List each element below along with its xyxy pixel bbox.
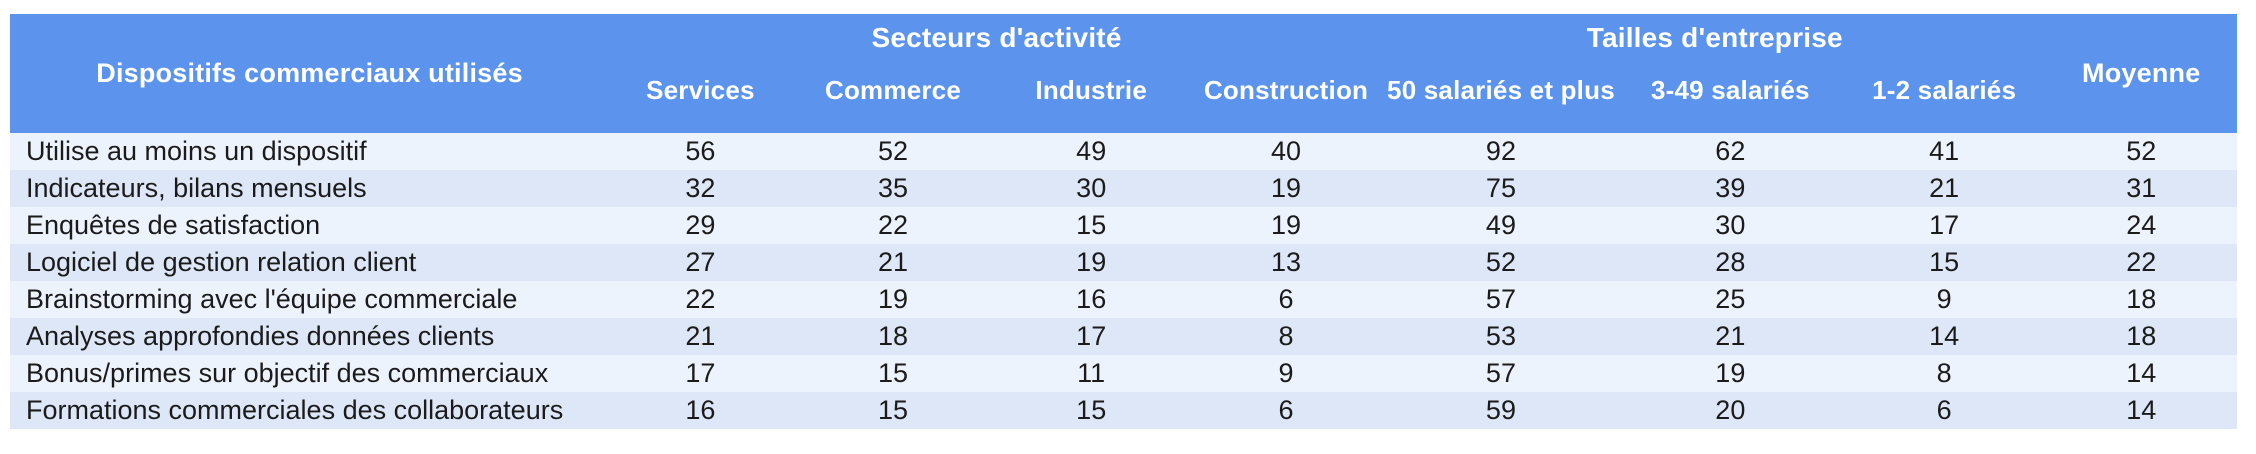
cell-value: 14 xyxy=(2045,355,2237,392)
cell-value: 19 xyxy=(791,281,995,318)
cell-value: 27 xyxy=(609,244,792,281)
cell-value: 57 xyxy=(1384,355,1618,392)
column-header-moyenne: Moyenne xyxy=(2045,14,2237,133)
cell-value: 18 xyxy=(2045,281,2237,318)
column-header-construction: Construction xyxy=(1188,62,1385,133)
cell-value: 15 xyxy=(791,355,995,392)
column-header-commerce: Commerce xyxy=(791,62,995,133)
cell-value: 21 xyxy=(609,318,792,355)
cell-value: 62 xyxy=(1617,133,1843,170)
table-header: Dispositifs commerciaux utilisés Secteur… xyxy=(10,14,2237,133)
column-header-3-49-salaries: 3-49 salariés xyxy=(1617,62,1843,133)
sub-header-row: Services Commerce Industrie Construction… xyxy=(10,62,2237,133)
cell-value: 13 xyxy=(1188,244,1385,281)
cell-value: 15 xyxy=(994,207,1189,244)
cell-value: 15 xyxy=(791,392,995,429)
group-header-secteurs: Secteurs d'activité xyxy=(609,14,1385,62)
cell-value: 30 xyxy=(1617,207,1843,244)
cell-value: 19 xyxy=(994,244,1189,281)
cell-value: 17 xyxy=(994,318,1189,355)
cell-value: 8 xyxy=(1842,355,2046,392)
cell-value: 52 xyxy=(2045,133,2237,170)
cell-value: 15 xyxy=(1842,244,2046,281)
cell-value: 24 xyxy=(2045,207,2237,244)
cell-value: 6 xyxy=(1188,392,1385,429)
cell-value: 56 xyxy=(609,133,792,170)
cell-value: 19 xyxy=(1617,355,1843,392)
cell-value: 21 xyxy=(791,244,995,281)
table-row: Bonus/primes sur objectif des commerciau… xyxy=(10,355,2237,392)
cell-value: 31 xyxy=(2045,170,2237,207)
column-header-services: Services xyxy=(609,62,792,133)
cell-value: 18 xyxy=(2045,318,2237,355)
cell-value: 30 xyxy=(994,170,1189,207)
cell-value: 22 xyxy=(609,281,792,318)
cell-value: 21 xyxy=(1617,318,1843,355)
cell-value: 16 xyxy=(994,281,1189,318)
cell-value: 39 xyxy=(1617,170,1843,207)
cell-value: 14 xyxy=(2045,392,2237,429)
cell-value: 52 xyxy=(791,133,995,170)
cell-value: 40 xyxy=(1188,133,1385,170)
cell-value: 59 xyxy=(1384,392,1618,429)
group-header-tailles: Tailles d'entreprise xyxy=(1384,14,2046,62)
cell-value: 8 xyxy=(1188,318,1385,355)
cell-value: 29 xyxy=(609,207,792,244)
cell-value: 16 xyxy=(609,392,792,429)
row-label: Brainstorming avec l'équipe commerciale xyxy=(10,281,610,318)
cell-value: 28 xyxy=(1617,244,1843,281)
cell-value: 14 xyxy=(1842,318,2046,355)
cell-value: 32 xyxy=(609,170,792,207)
cell-value: 18 xyxy=(791,318,995,355)
cell-value: 22 xyxy=(791,207,995,244)
cell-value: 75 xyxy=(1384,170,1618,207)
table-row: Analyses approfondies données clients 21… xyxy=(10,318,2237,355)
cell-value: 17 xyxy=(1842,207,2046,244)
cell-value: 92 xyxy=(1384,133,1618,170)
cell-value: 49 xyxy=(1384,207,1618,244)
table-row: Utilise au moins un dispositif 56 52 49 … xyxy=(10,133,2237,170)
row-label: Bonus/primes sur objectif des commerciau… xyxy=(10,355,610,392)
row-label: Analyses approfondies données clients xyxy=(10,318,610,355)
column-header-dispositifs: Dispositifs commerciaux utilisés xyxy=(10,14,610,133)
column-header-1-2-salaries: 1-2 salariés xyxy=(1842,62,2046,133)
table-row: Indicateurs, bilans mensuels 32 35 30 19… xyxy=(10,170,2237,207)
cell-value: 22 xyxy=(2045,244,2237,281)
cell-value: 15 xyxy=(994,392,1189,429)
cell-value: 19 xyxy=(1188,170,1385,207)
cell-value: 9 xyxy=(1188,355,1385,392)
cell-value: 49 xyxy=(994,133,1189,170)
column-header-50-salaries-et-plus: 50 salariés et plus xyxy=(1384,62,1618,133)
row-label: Utilise au moins un dispositif xyxy=(10,133,610,170)
cell-value: 52 xyxy=(1384,244,1618,281)
table-row: Formations commerciales des collaborateu… xyxy=(10,392,2237,429)
cell-value: 6 xyxy=(1188,281,1385,318)
table-row: Enquêtes de satisfaction 29 22 15 19 49 … xyxy=(10,207,2237,244)
group-header-row: Dispositifs commerciaux utilisés Secteur… xyxy=(10,14,2237,133)
cell-value: 20 xyxy=(1617,392,1843,429)
cell-value: 19 xyxy=(1188,207,1385,244)
row-label: Enquêtes de satisfaction xyxy=(10,207,610,244)
cell-value: 17 xyxy=(609,355,792,392)
row-label: Indicateurs, bilans mensuels xyxy=(10,170,610,207)
cell-value: 57 xyxy=(1384,281,1618,318)
row-label: Formations commerciales des collaborateu… xyxy=(10,392,610,429)
commercial-devices-table: Dispositifs commerciaux utilisés Secteur… xyxy=(10,14,2237,429)
cell-value: 25 xyxy=(1617,281,1843,318)
cell-value: 35 xyxy=(791,170,995,207)
cell-value: 53 xyxy=(1384,318,1618,355)
cell-value: 41 xyxy=(1842,133,2046,170)
cell-value: 11 xyxy=(994,355,1189,392)
table-row: Brainstorming avec l'équipe commerciale … xyxy=(10,281,2237,318)
cell-value: 21 xyxy=(1842,170,2046,207)
row-label: Logiciel de gestion relation client xyxy=(10,244,610,281)
table-row: Logiciel de gestion relation client 27 2… xyxy=(10,244,2237,281)
cell-value: 6 xyxy=(1842,392,2046,429)
table-body: Utilise au moins un dispositif 56 52 49 … xyxy=(10,133,2237,429)
cell-value: 9 xyxy=(1842,281,2046,318)
column-header-industrie: Industrie xyxy=(994,62,1189,133)
